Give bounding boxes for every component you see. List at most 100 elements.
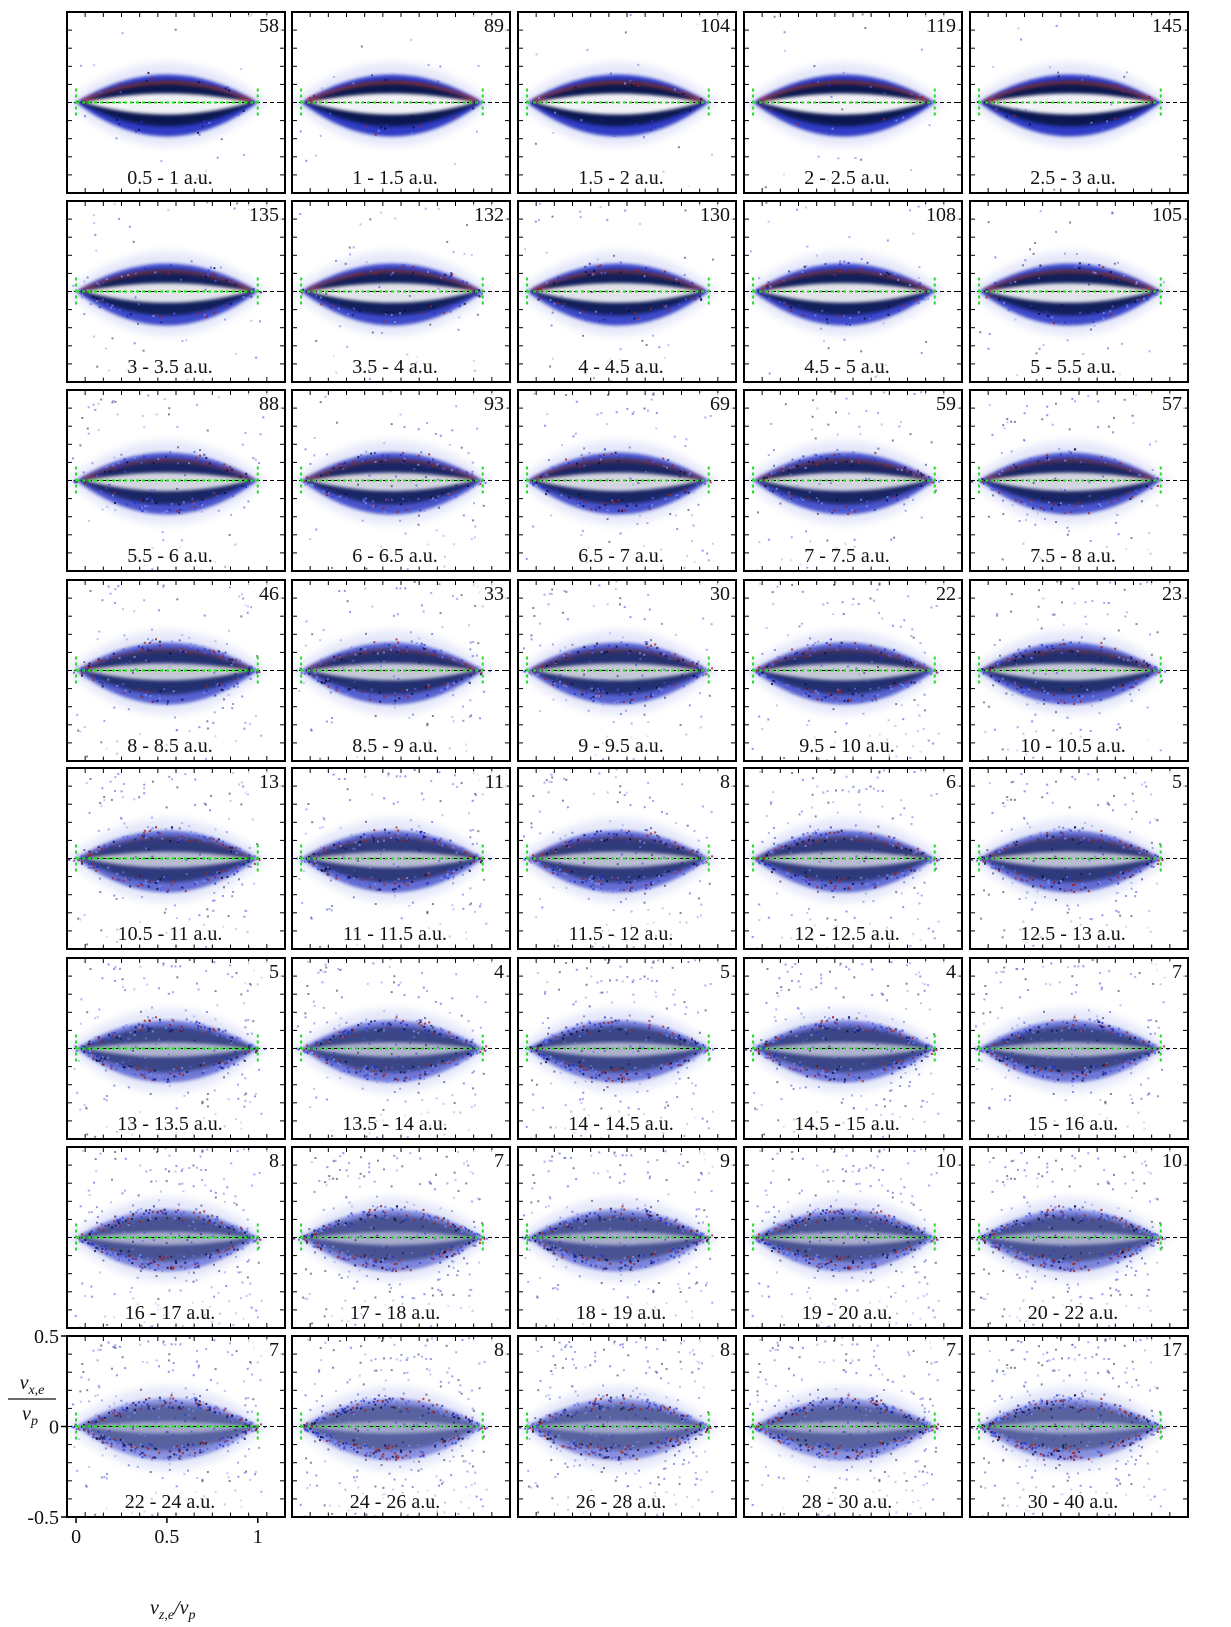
- speckle: [988, 221, 990, 223]
- speckle: [1124, 589, 1126, 591]
- speckle: [119, 657, 121, 659]
- speckle: [911, 93, 913, 95]
- speckle: [353, 681, 355, 683]
- speckle: [473, 502, 475, 504]
- speckle: [683, 567, 685, 569]
- speckle: [221, 138, 223, 140]
- speckle: [382, 266, 384, 268]
- speckle: [809, 540, 811, 542]
- speckle: [233, 873, 235, 875]
- speckle: [83, 281, 85, 283]
- speckle: [245, 473, 247, 475]
- speckle: [797, 465, 799, 467]
- speckle: [564, 653, 566, 655]
- speckle: [137, 834, 139, 836]
- speckle: [1052, 83, 1054, 85]
- speckle: [142, 836, 144, 838]
- speckle: [311, 633, 313, 635]
- speckle: [239, 660, 241, 662]
- speckle: [1046, 646, 1048, 648]
- speckle: [472, 471, 474, 473]
- speckle: [674, 841, 676, 843]
- speckle: [231, 847, 233, 849]
- speckle: [857, 273, 859, 275]
- speckle: [892, 440, 894, 442]
- speckle: [106, 278, 108, 280]
- speckle: [787, 684, 789, 686]
- speckle: [1135, 661, 1137, 663]
- speckle: [259, 859, 261, 861]
- speckle: [772, 591, 774, 593]
- speckle: [254, 863, 256, 865]
- speckle: [574, 693, 576, 695]
- speckle: [870, 598, 872, 600]
- speckle: [1118, 533, 1120, 535]
- speckle: [118, 466, 120, 468]
- panel: 229.5 - 10 a.u.: [743, 580, 962, 761]
- speckle: [596, 414, 598, 416]
- speckle: [79, 919, 81, 921]
- speckle: [469, 856, 471, 858]
- speckle: [164, 912, 166, 914]
- speckle: [143, 787, 145, 789]
- speckle: [889, 655, 891, 657]
- speckle: [240, 68, 242, 70]
- speckle: [124, 458, 126, 460]
- panel-label: 2.5 - 3 a.u.: [1030, 167, 1116, 189]
- speckle: [593, 793, 595, 795]
- speckle: [551, 589, 553, 591]
- speckle: [862, 268, 864, 270]
- speckle: [1062, 648, 1064, 650]
- speckle: [1020, 687, 1022, 689]
- speckle: [895, 120, 897, 122]
- speckle: [861, 695, 863, 697]
- speckle: [176, 729, 178, 731]
- speckle: [1024, 259, 1026, 261]
- speckle: [1111, 656, 1113, 658]
- speckle: [539, 623, 541, 625]
- speckle: [888, 273, 890, 275]
- speckle: [802, 455, 804, 457]
- speckle: [179, 509, 181, 511]
- speckle: [921, 517, 923, 519]
- speckle: [909, 659, 911, 661]
- speckle: [453, 870, 455, 872]
- speckle: [232, 891, 234, 893]
- speckle: [658, 128, 660, 130]
- speckle: [226, 659, 228, 661]
- speckle: [602, 690, 604, 692]
- speckle: [583, 674, 585, 676]
- speckle: [190, 831, 192, 833]
- speckle: [910, 662, 912, 664]
- speckle: [683, 873, 685, 875]
- speckle: [371, 877, 373, 879]
- speckle: [1023, 686, 1025, 688]
- speckle: [401, 886, 403, 888]
- speckle: [1061, 321, 1063, 323]
- speckle: [357, 860, 359, 862]
- speckle: [478, 858, 480, 860]
- speckle: [553, 851, 555, 853]
- speckle: [711, 811, 713, 813]
- speckle: [369, 887, 371, 889]
- speckle: [333, 871, 335, 873]
- speckle: [331, 909, 333, 911]
- speckle: [354, 688, 356, 690]
- speckle: [320, 303, 322, 305]
- speckle: [470, 863, 472, 865]
- speckle: [398, 885, 400, 887]
- speckle: [218, 510, 220, 512]
- speckle: [400, 454, 402, 456]
- speckle: [125, 655, 127, 657]
- speckle: [478, 65, 480, 67]
- speckle: [544, 678, 546, 680]
- speckle: [1120, 686, 1122, 688]
- speckle: [438, 583, 440, 585]
- speckle: [301, 860, 303, 862]
- speckle: [1052, 614, 1054, 616]
- speckle: [830, 638, 832, 640]
- speckle: [428, 833, 430, 835]
- speckle: [665, 498, 667, 500]
- speckle: [593, 605, 595, 607]
- speckle: [379, 692, 381, 694]
